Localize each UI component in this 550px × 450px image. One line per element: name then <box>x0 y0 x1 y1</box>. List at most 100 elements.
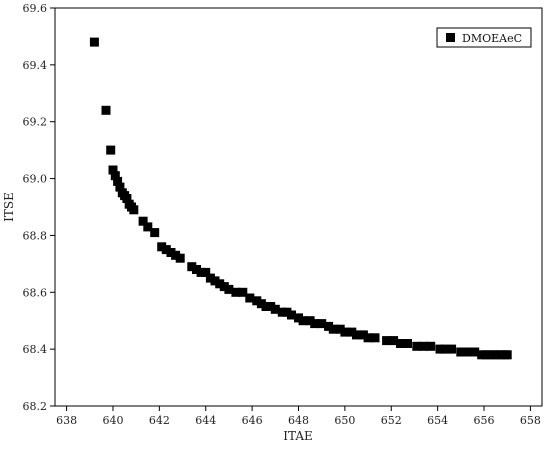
data-point <box>161 245 171 255</box>
x-axis-title: ITAE <box>283 429 313 443</box>
y-tick-label: 69.2 <box>23 116 48 129</box>
data-point <box>328 324 338 334</box>
x-tick-label: 642 <box>149 414 170 427</box>
data-point <box>435 344 445 354</box>
data-point <box>143 222 153 232</box>
y-tick-label: 68.8 <box>23 229 48 242</box>
data-point <box>495 350 505 360</box>
y-tick-label: 69.4 <box>23 59 48 72</box>
data-point <box>470 347 480 357</box>
data-point <box>192 265 201 274</box>
data-point <box>238 287 248 297</box>
data-point <box>138 216 148 226</box>
legend: DMOEAeC <box>436 27 532 48</box>
data-point <box>396 339 405 348</box>
data-point <box>231 287 241 297</box>
legend-box <box>436 27 532 48</box>
data-point <box>219 282 229 292</box>
data-point <box>389 336 399 346</box>
data-point <box>266 302 276 311</box>
data-point <box>110 171 120 181</box>
data-point <box>196 267 206 277</box>
data-point <box>347 327 357 337</box>
y-axis-ticks: 68.2 68.4 68.6 68.8 69.0 69.2 69.4 69.6 <box>23 2 55 413</box>
y-tick-label: 68.6 <box>23 286 48 299</box>
data-point <box>305 316 315 326</box>
data-point <box>340 327 350 337</box>
y-axis-title: ITSE <box>2 192 16 222</box>
data-point <box>382 336 392 346</box>
data-point <box>282 307 292 317</box>
data-point <box>486 350 496 360</box>
data-point <box>335 324 345 334</box>
data-point <box>256 299 266 309</box>
data-point <box>261 302 271 311</box>
data-point <box>317 319 327 329</box>
data-point <box>447 344 457 354</box>
data-point <box>298 316 308 326</box>
data-point <box>491 350 501 360</box>
data-point <box>370 333 380 343</box>
data-point <box>440 344 450 354</box>
data-point <box>277 307 287 317</box>
data-point <box>166 248 176 257</box>
data-points <box>89 37 512 360</box>
data-point <box>201 267 211 277</box>
data-point <box>101 105 111 115</box>
x-axis-ticks: 638 640 642 644 646 648 650 652 654 656 658 <box>56 406 541 427</box>
data-point <box>419 341 429 351</box>
data-point <box>89 37 99 47</box>
data-point <box>122 194 132 203</box>
y-tick-label: 69.6 <box>23 2 48 15</box>
data-point <box>187 262 197 272</box>
data-point <box>403 339 412 348</box>
data-point <box>352 330 361 340</box>
data-point <box>287 310 296 320</box>
data-point <box>363 333 373 343</box>
x-tick-label: 646 <box>242 414 263 427</box>
data-point <box>502 350 512 360</box>
y-tick-label: 68.2 <box>23 400 48 413</box>
x-tick-label: 638 <box>56 414 77 427</box>
data-point <box>456 347 466 357</box>
data-point <box>481 350 491 360</box>
data-point <box>412 341 422 351</box>
data-point <box>205 273 215 283</box>
x-tick-label: 654 <box>427 414 448 427</box>
data-point <box>426 341 436 351</box>
data-point <box>210 276 220 286</box>
y-tick-label: 69.0 <box>23 173 48 186</box>
y-tick-label: 68.4 <box>23 343 48 356</box>
legend-marker-icon <box>446 33 455 42</box>
data-point <box>461 347 470 357</box>
data-point <box>115 182 125 192</box>
x-tick-label: 656 <box>474 414 495 427</box>
data-point <box>108 165 118 175</box>
data-point <box>310 319 320 329</box>
x-tick-label: 658 <box>520 414 541 427</box>
data-point <box>150 228 160 238</box>
data-point <box>106 145 116 155</box>
x-tick-label: 644 <box>195 414 216 427</box>
data-point <box>324 321 334 331</box>
x-tick-label: 648 <box>288 414 309 427</box>
data-point <box>157 242 167 252</box>
data-point <box>252 296 262 306</box>
x-tick-label: 652 <box>381 414 402 427</box>
x-tick-label: 640 <box>102 414 123 427</box>
data-point <box>294 313 303 323</box>
data-point <box>224 284 234 294</box>
data-point <box>113 176 123 186</box>
data-point <box>171 250 181 260</box>
data-point <box>245 293 255 303</box>
data-point <box>270 304 280 314</box>
legend-label: DMOEAeC <box>462 32 522 45</box>
data-point <box>129 205 139 215</box>
data-point <box>465 347 475 357</box>
data-point <box>358 330 368 340</box>
data-point <box>175 253 185 263</box>
x-tick-label: 650 <box>334 414 355 427</box>
data-point <box>477 350 487 360</box>
data-point <box>215 279 225 289</box>
